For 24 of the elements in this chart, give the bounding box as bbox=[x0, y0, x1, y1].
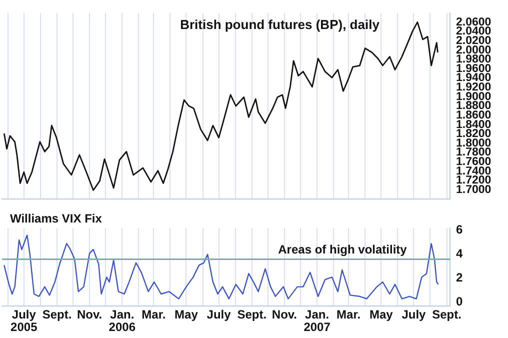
x-tick-label: July bbox=[402, 308, 426, 322]
y-tick-label: 0 bbox=[456, 294, 463, 309]
x-tick-label: July bbox=[206, 308, 232, 322]
ref-line-label: Areas of high volatility bbox=[278, 242, 408, 257]
y-tick-label: 4 bbox=[456, 246, 463, 261]
x-tick-label: Sept. bbox=[42, 308, 72, 322]
x-tick-label: Jan. 2006 bbox=[108, 308, 136, 334]
y-tick-label: 2 bbox=[456, 270, 463, 285]
x-tick-label: Nov. bbox=[272, 308, 298, 322]
y-tick-label: 1.7000 bbox=[456, 184, 492, 196]
x-tick-label: Nov. bbox=[77, 308, 102, 322]
x-tick-label: Mar. bbox=[336, 308, 361, 322]
x-tick-label: July 2005 bbox=[10, 308, 38, 334]
y-tick-label: 6 bbox=[456, 222, 463, 237]
x-tick-label: May bbox=[174, 308, 198, 322]
x-tick-label: Mar. bbox=[142, 308, 166, 322]
chart-title: British pound futures (BP), daily bbox=[180, 16, 380, 32]
y-tick-label: 1.8600 bbox=[456, 109, 492, 122]
x-tick-label: Sept. bbox=[237, 308, 267, 322]
x-tick-label: Jan. 2007 bbox=[304, 308, 331, 334]
chart-title: Williams VIX Fix bbox=[10, 211, 102, 226]
x-tick-label: May bbox=[369, 308, 394, 322]
x-tick-label: Sept. bbox=[432, 308, 462, 322]
y-tick-label: 2.0200 bbox=[456, 35, 492, 47]
